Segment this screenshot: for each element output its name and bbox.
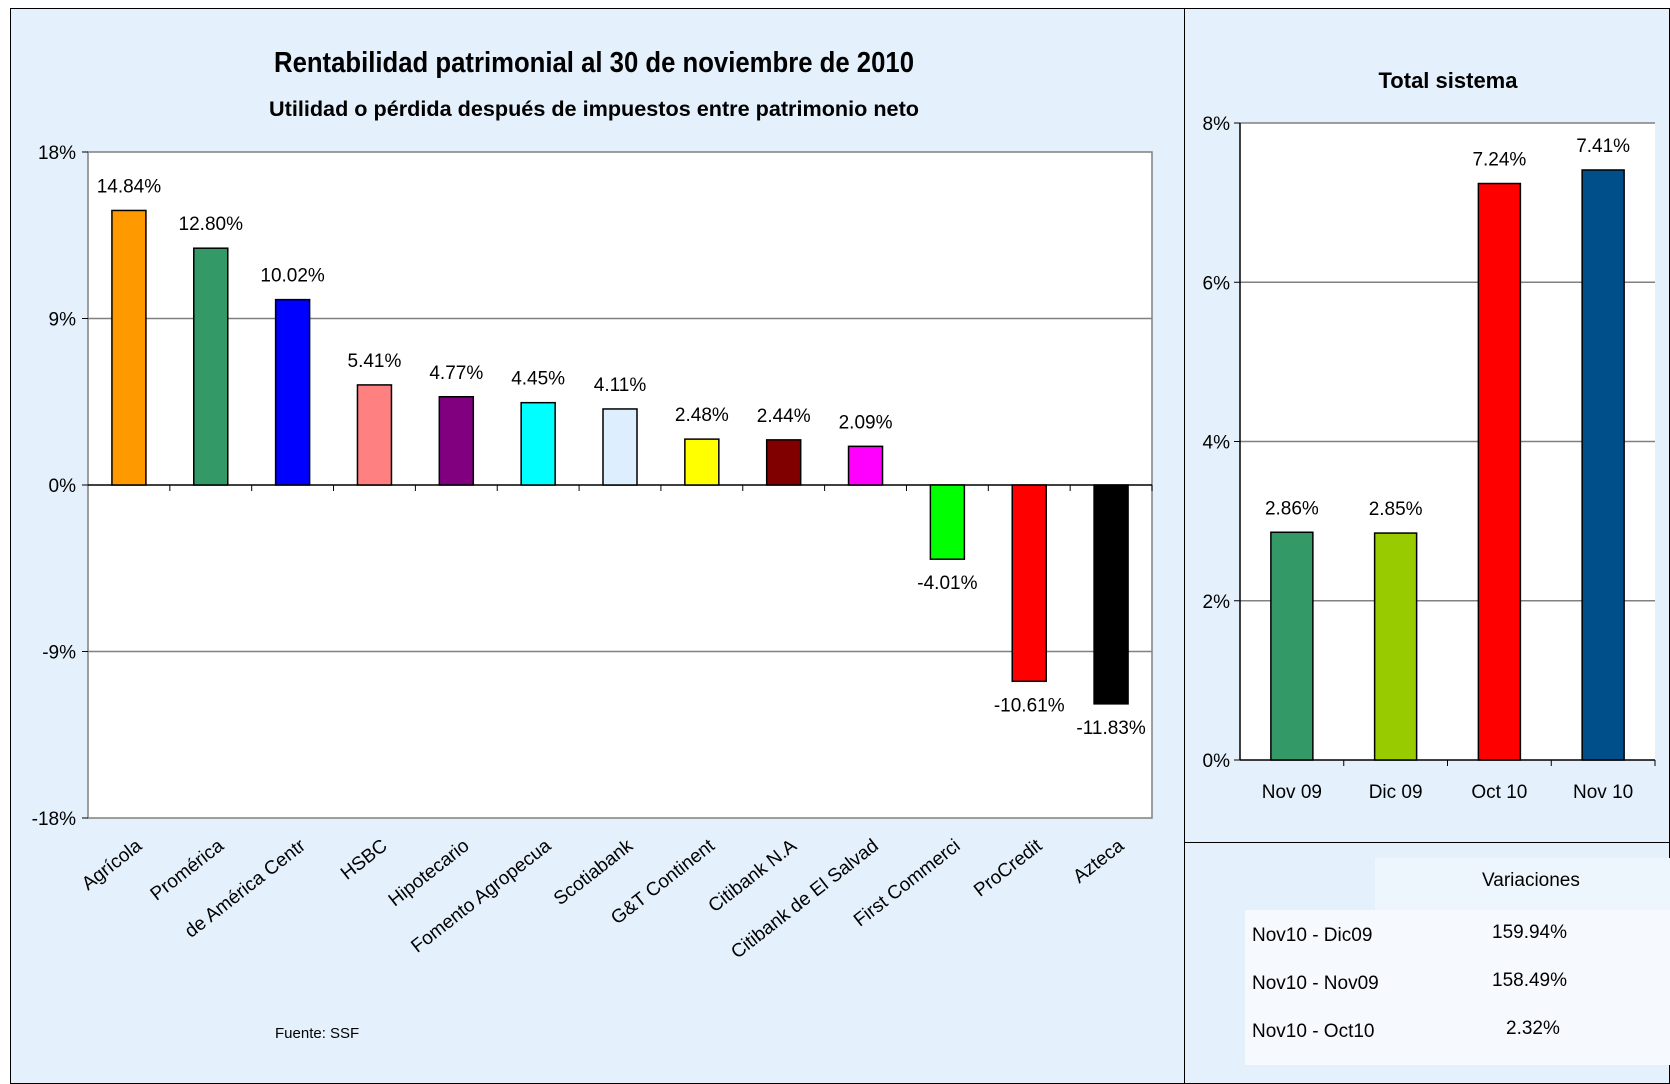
main-data-label: 2.09% xyxy=(839,412,893,433)
panel-divider xyxy=(1184,842,1670,843)
main-chart-title: Rentabilidad patrimonial al 30 de noviem… xyxy=(274,47,914,79)
main-data-label: 2.44% xyxy=(757,406,811,427)
main-bar xyxy=(438,396,475,486)
main-category-label: Agrícola xyxy=(78,835,146,895)
side-y-tick-label: 2% xyxy=(1203,592,1231,613)
main-data-label: 4.45% xyxy=(511,369,565,390)
side-data-label: 7.24% xyxy=(1472,150,1526,171)
side-bar xyxy=(1373,532,1418,761)
side-y-tick-label: 6% xyxy=(1203,273,1231,294)
main-bar xyxy=(193,247,229,486)
main-bar xyxy=(602,408,638,486)
side-category-label: Nov 10 xyxy=(1573,782,1633,803)
main-data-label: 5.41% xyxy=(348,351,402,372)
main-data-label: 12.80% xyxy=(179,214,244,235)
side-y-tick-label: 8% xyxy=(1203,114,1231,135)
table-row-value: 2.32% xyxy=(1506,1018,1560,1039)
main-data-label: 4.77% xyxy=(429,363,483,384)
main-bar xyxy=(356,384,393,486)
table-header-variaciones: Variaciones xyxy=(1482,870,1580,891)
table-body-bg xyxy=(1245,910,1670,1065)
table-row-label: Nov10 - Oct10 xyxy=(1252,1021,1375,1042)
main-data-label: 4.11% xyxy=(594,375,647,396)
main-data-label: 2.48% xyxy=(675,405,729,426)
main-bar xyxy=(847,445,884,486)
side-chart-title: Total sistema xyxy=(1379,68,1519,93)
main-category-label: Azteca xyxy=(1069,835,1128,888)
main-chart-subtitle: Utilidad o pérdida después de impuestos … xyxy=(269,98,919,121)
main-bar xyxy=(1011,484,1047,683)
table-row-label: Nov10 - Dic09 xyxy=(1252,925,1373,946)
side-bar xyxy=(1270,531,1314,761)
side-y-tick-label: 0% xyxy=(1203,751,1231,772)
main-data-label: -11.83% xyxy=(1076,718,1145,739)
side-bar xyxy=(1477,182,1522,761)
main-y-tick-label: 0% xyxy=(49,476,77,497)
main-category-label: Fomento Agropecua xyxy=(407,835,555,957)
main-y-tick-label: -9% xyxy=(42,643,76,664)
side-data-label: 7.41% xyxy=(1576,136,1630,157)
main-data-label: -10.61% xyxy=(994,695,1065,716)
table-row-value: 158.49% xyxy=(1492,970,1568,991)
side-category-label: Nov 09 xyxy=(1262,782,1322,803)
main-category-label: HSBC xyxy=(337,835,392,884)
main-data-label: 10.02% xyxy=(260,266,325,287)
main-y-tick-label: 9% xyxy=(49,310,77,331)
side-chart-plot: 8% 6% 4% 2% 0% 2.86% Nov 09 2.85% Dic 09 7.24% Oct… xyxy=(1203,114,1656,803)
main-bar xyxy=(1093,484,1129,705)
main-bar xyxy=(520,401,556,486)
main-bar xyxy=(765,439,802,486)
main-chart-plot: 18% 9% 0% -9% -18% 14.84% Agrícola 12.80% Promér… xyxy=(32,143,1153,963)
side-category-label: Oct 10 xyxy=(1471,782,1527,803)
main-y-tick-label: -18% xyxy=(32,809,76,830)
main-bar xyxy=(111,209,147,486)
main-category-label: Promérica xyxy=(147,835,228,905)
main-y-tick-label: 18% xyxy=(38,143,76,164)
source-note: Fuente: SSF xyxy=(275,1025,360,1042)
side-y-tick-label: 4% xyxy=(1203,433,1231,454)
main-category-label: ProCredit xyxy=(970,835,1047,901)
main-bar xyxy=(684,438,720,486)
table-header-bg xyxy=(1375,858,1670,910)
main-category-label: Citibank de El Salvad xyxy=(727,835,882,963)
main-bar xyxy=(929,484,966,560)
main-data-label: 14.84% xyxy=(97,176,162,197)
side-bar xyxy=(1581,169,1625,761)
side-data-label: 2.85% xyxy=(1369,499,1423,520)
side-data-label: 2.86% xyxy=(1265,498,1319,519)
table-row-label: Nov10 - Nov09 xyxy=(1252,973,1379,994)
main-data-label: -4.01% xyxy=(917,573,977,594)
side-category-label: Dic 09 xyxy=(1369,782,1423,803)
table-row-value: 159.94% xyxy=(1492,922,1568,943)
main-bar xyxy=(274,298,311,486)
